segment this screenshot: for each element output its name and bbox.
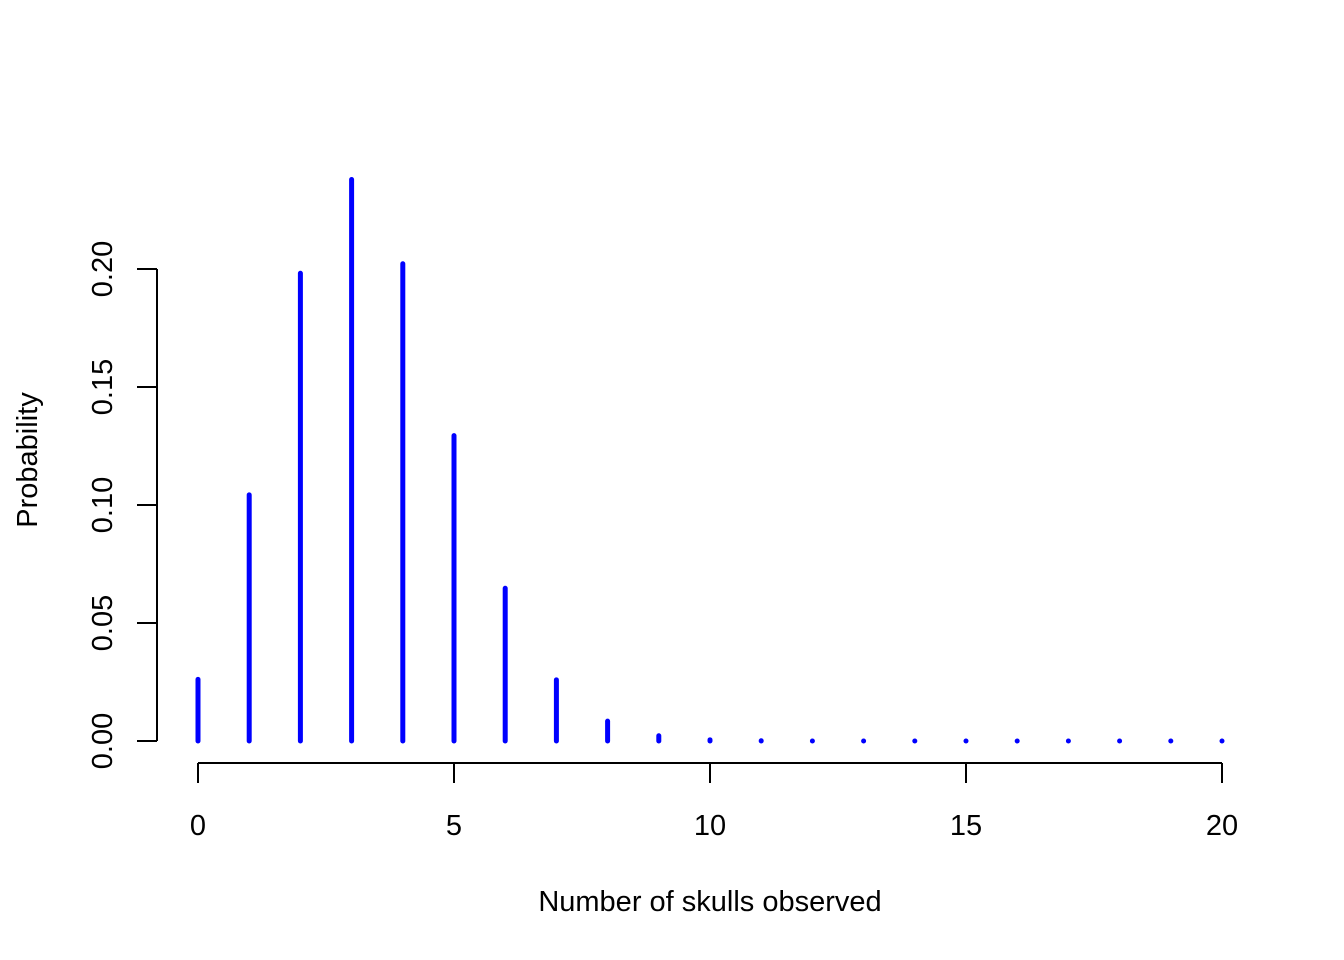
x-tick-label: 20 [1206, 810, 1238, 842]
y-tick-label: 0.10 [87, 477, 119, 533]
x-tick-label: 10 [694, 810, 726, 842]
y-tick-label: 0.00 [87, 713, 119, 769]
bars-group [195, 177, 1225, 744]
x-tick-label: 15 [950, 810, 982, 842]
x-axis-title: Number of skulls observed [538, 886, 881, 918]
x-tick-label: 5 [446, 810, 462, 842]
y-axis: 0.00 0.05 0.10 0.15 0.20 [87, 241, 158, 769]
y-tick-label: 0.20 [87, 241, 119, 297]
y-tick-label: 0.15 [87, 359, 119, 415]
y-ticks: 0.00 0.05 0.10 0.15 0.20 [87, 241, 157, 769]
y-tick-label: 0.05 [87, 595, 119, 651]
y-axis-title: Probability [12, 392, 44, 528]
x-axis: 0 5 10 15 20 [190, 762, 1238, 842]
x-ticks: 0 5 10 15 20 [190, 763, 1238, 842]
x-tick-label: 0 [190, 810, 206, 842]
